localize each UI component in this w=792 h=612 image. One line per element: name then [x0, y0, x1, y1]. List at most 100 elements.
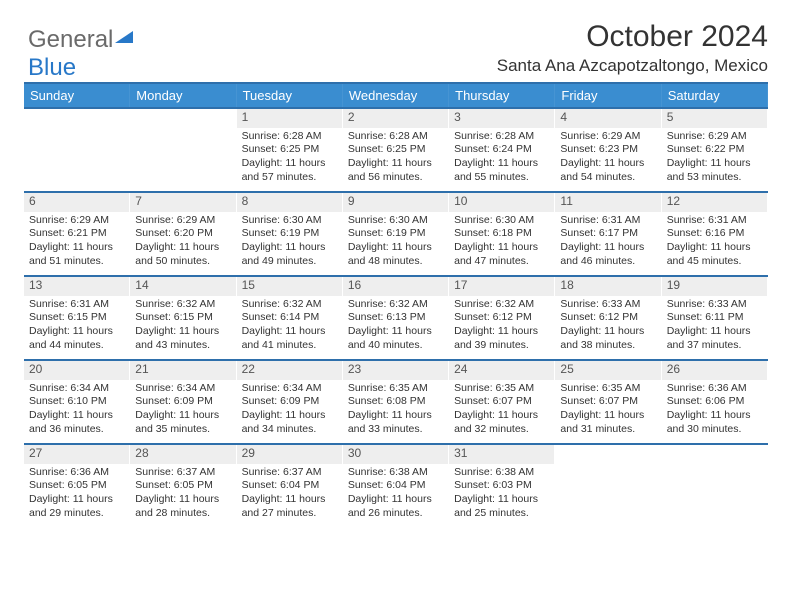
day-body: Sunrise: 6:29 AMSunset: 6:20 PMDaylight:…	[130, 212, 235, 273]
day-body: Sunrise: 6:35 AMSunset: 6:07 PMDaylight:…	[449, 380, 554, 441]
day-number: 15	[237, 277, 342, 296]
daylight-text: Daylight: 11 hours and 44 minutes.	[29, 325, 124, 352]
daylight-text: Daylight: 11 hours and 32 minutes.	[454, 409, 549, 436]
sunrise-text: Sunrise: 6:29 AM	[667, 130, 762, 144]
calendar-day-cell: 23Sunrise: 6:35 AMSunset: 6:08 PMDayligh…	[343, 361, 449, 443]
calendar-empty-cell: .	[662, 445, 768, 527]
sunset-text: Sunset: 6:09 PM	[242, 395, 337, 409]
daylight-text: Daylight: 11 hours and 55 minutes.	[454, 157, 549, 184]
day-body: Sunrise: 6:32 AMSunset: 6:14 PMDaylight:…	[237, 296, 342, 357]
sunrise-text: Sunrise: 6:30 AM	[454, 214, 549, 228]
calendar-header-cell: Saturday	[662, 84, 768, 107]
day-body: Sunrise: 6:34 AMSunset: 6:09 PMDaylight:…	[237, 380, 342, 441]
calendar-week-row: 20Sunrise: 6:34 AMSunset: 6:10 PMDayligh…	[24, 359, 768, 443]
daylight-text: Daylight: 11 hours and 43 minutes.	[135, 325, 230, 352]
sunset-text: Sunset: 6:05 PM	[29, 479, 124, 493]
calendar-header-cell: Friday	[555, 84, 661, 107]
calendar-day-cell: 15Sunrise: 6:32 AMSunset: 6:14 PMDayligh…	[237, 277, 343, 359]
day-body: Sunrise: 6:32 AMSunset: 6:15 PMDaylight:…	[130, 296, 235, 357]
sunrise-text: Sunrise: 6:30 AM	[242, 214, 337, 228]
sunset-text: Sunset: 6:16 PM	[667, 227, 762, 241]
sunset-text: Sunset: 6:22 PM	[667, 143, 762, 157]
day-number: 26	[662, 361, 767, 380]
day-number: 24	[449, 361, 554, 380]
calendar-header-cell: Monday	[130, 84, 236, 107]
sunset-text: Sunset: 6:17 PM	[560, 227, 655, 241]
calendar-header-row: SundayMondayTuesdayWednesdayThursdayFrid…	[24, 84, 768, 107]
sunset-text: Sunset: 6:14 PM	[242, 311, 337, 325]
day-number: 23	[343, 361, 448, 380]
sunset-text: Sunset: 6:07 PM	[560, 395, 655, 409]
daylight-text: Daylight: 11 hours and 41 minutes.	[242, 325, 337, 352]
day-body: Sunrise: 6:32 AMSunset: 6:12 PMDaylight:…	[449, 296, 554, 357]
calendar-day-cell: 25Sunrise: 6:35 AMSunset: 6:07 PMDayligh…	[555, 361, 661, 443]
daylight-text: Daylight: 11 hours and 49 minutes.	[242, 241, 337, 268]
day-number: 10	[449, 193, 554, 212]
sunset-text: Sunset: 6:09 PM	[135, 395, 230, 409]
day-body: Sunrise: 6:34 AMSunset: 6:10 PMDaylight:…	[24, 380, 129, 441]
calendar-day-cell: 4Sunrise: 6:29 AMSunset: 6:23 PMDaylight…	[555, 109, 661, 191]
sunset-text: Sunset: 6:19 PM	[242, 227, 337, 241]
sunrise-text: Sunrise: 6:35 AM	[454, 382, 549, 396]
sunset-text: Sunset: 6:11 PM	[667, 311, 762, 325]
sunrise-text: Sunrise: 6:28 AM	[454, 130, 549, 144]
daylight-text: Daylight: 11 hours and 33 minutes.	[348, 409, 443, 436]
sunrise-text: Sunrise: 6:38 AM	[454, 466, 549, 480]
sunset-text: Sunset: 6:20 PM	[135, 227, 230, 241]
daylight-text: Daylight: 11 hours and 45 minutes.	[667, 241, 762, 268]
calendar-week-row: 13Sunrise: 6:31 AMSunset: 6:15 PMDayligh…	[24, 275, 768, 359]
calendar-week-row: 27Sunrise: 6:36 AMSunset: 6:05 PMDayligh…	[24, 443, 768, 527]
sunrise-text: Sunrise: 6:29 AM	[29, 214, 124, 228]
calendar-week-row: 6Sunrise: 6:29 AMSunset: 6:21 PMDaylight…	[24, 191, 768, 275]
calendar-day-cell: 31Sunrise: 6:38 AMSunset: 6:03 PMDayligh…	[449, 445, 555, 527]
calendar-day-cell: 10Sunrise: 6:30 AMSunset: 6:18 PMDayligh…	[449, 193, 555, 275]
day-number: 12	[662, 193, 767, 212]
sunrise-text: Sunrise: 6:28 AM	[242, 130, 337, 144]
sunset-text: Sunset: 6:24 PM	[454, 143, 549, 157]
day-body: Sunrise: 6:30 AMSunset: 6:18 PMDaylight:…	[449, 212, 554, 273]
calendar-day-cell: 1Sunrise: 6:28 AMSunset: 6:25 PMDaylight…	[237, 109, 343, 191]
calendar-day-cell: 2Sunrise: 6:28 AMSunset: 6:25 PMDaylight…	[343, 109, 449, 191]
sunrise-text: Sunrise: 6:31 AM	[560, 214, 655, 228]
day-body: Sunrise: 6:30 AMSunset: 6:19 PMDaylight:…	[237, 212, 342, 273]
day-number: 8	[237, 193, 342, 212]
daylight-text: Daylight: 11 hours and 37 minutes.	[667, 325, 762, 352]
daylight-text: Daylight: 11 hours and 57 minutes.	[242, 157, 337, 184]
calendar-header-cell: Wednesday	[343, 84, 449, 107]
brand-part1: General	[28, 26, 113, 53]
calendar-day-cell: 13Sunrise: 6:31 AMSunset: 6:15 PMDayligh…	[24, 277, 130, 359]
day-body: Sunrise: 6:37 AMSunset: 6:05 PMDaylight:…	[130, 464, 235, 525]
calendar-day-cell: 18Sunrise: 6:33 AMSunset: 6:12 PMDayligh…	[555, 277, 661, 359]
daylight-text: Daylight: 11 hours and 51 minutes.	[29, 241, 124, 268]
calendar-day-cell: 21Sunrise: 6:34 AMSunset: 6:09 PMDayligh…	[130, 361, 236, 443]
day-body: Sunrise: 6:31 AMSunset: 6:17 PMDaylight:…	[555, 212, 660, 273]
day-number: 4	[555, 109, 660, 128]
day-number: 31	[449, 445, 554, 464]
day-body: Sunrise: 6:28 AMSunset: 6:24 PMDaylight:…	[449, 128, 554, 189]
daylight-text: Daylight: 11 hours and 38 minutes.	[560, 325, 655, 352]
sunset-text: Sunset: 6:04 PM	[348, 479, 443, 493]
day-number: 6	[24, 193, 129, 212]
sunrise-text: Sunrise: 6:31 AM	[667, 214, 762, 228]
day-number: 28	[130, 445, 235, 464]
sunset-text: Sunset: 6:25 PM	[242, 143, 337, 157]
day-body: Sunrise: 6:37 AMSunset: 6:04 PMDaylight:…	[237, 464, 342, 525]
day-number: 22	[237, 361, 342, 380]
calendar-day-cell: 20Sunrise: 6:34 AMSunset: 6:10 PMDayligh…	[24, 361, 130, 443]
daylight-text: Daylight: 11 hours and 27 minutes.	[242, 493, 337, 520]
calendar-empty-cell: .	[555, 445, 661, 527]
sunrise-text: Sunrise: 6:33 AM	[560, 298, 655, 312]
day-number: 30	[343, 445, 448, 464]
sunset-text: Sunset: 6:06 PM	[667, 395, 762, 409]
sunset-text: Sunset: 6:23 PM	[560, 143, 655, 157]
sunrise-text: Sunrise: 6:28 AM	[348, 130, 443, 144]
brand-logo: General Blue	[28, 24, 135, 82]
sunset-text: Sunset: 6:12 PM	[454, 311, 549, 325]
day-body: Sunrise: 6:29 AMSunset: 6:21 PMDaylight:…	[24, 212, 129, 273]
sunrise-text: Sunrise: 6:30 AM	[348, 214, 443, 228]
sunrise-text: Sunrise: 6:35 AM	[560, 382, 655, 396]
sunset-text: Sunset: 6:15 PM	[135, 311, 230, 325]
sunset-text: Sunset: 6:07 PM	[454, 395, 549, 409]
day-body: Sunrise: 6:34 AMSunset: 6:09 PMDaylight:…	[130, 380, 235, 441]
day-number: 29	[237, 445, 342, 464]
